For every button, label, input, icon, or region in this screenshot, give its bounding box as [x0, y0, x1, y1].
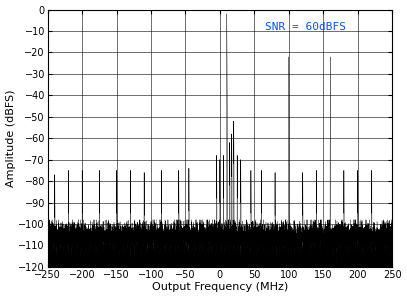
X-axis label: Output Frequency (MHz): Output Frequency (MHz) [152, 283, 288, 292]
Text: SNR = 60dBFS: SNR = 60dBFS [265, 22, 346, 32]
Y-axis label: Amplitude (dBFS): Amplitude (dBFS) [6, 89, 15, 187]
